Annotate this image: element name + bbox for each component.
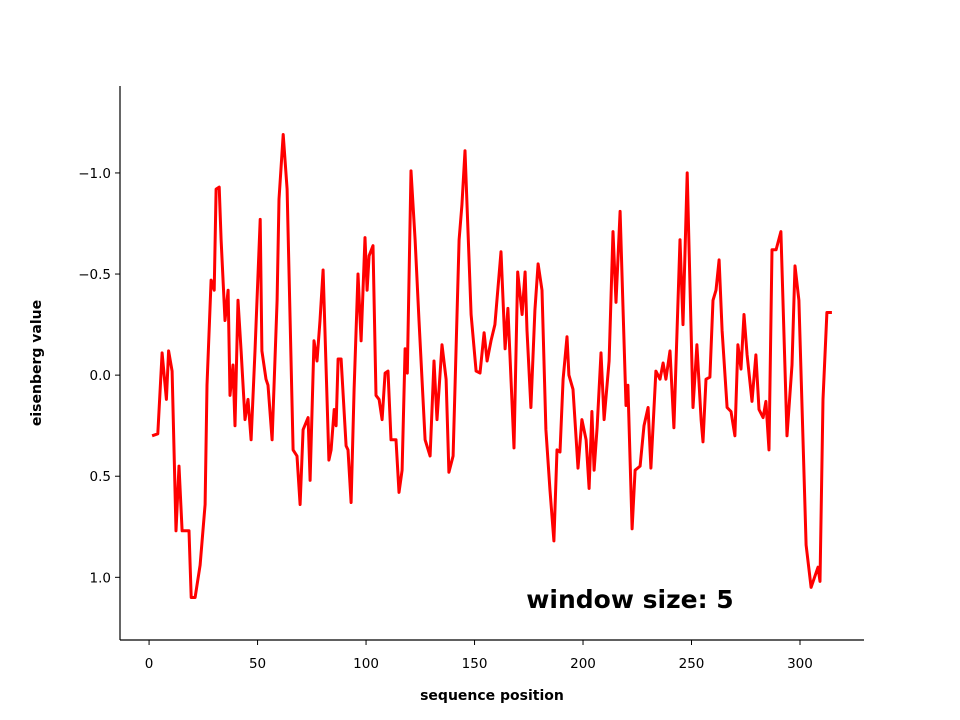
x-tick-label: 150 bbox=[462, 656, 488, 672]
x-axis-label: sequence position bbox=[420, 688, 564, 704]
line bbox=[151, 133, 832, 599]
x-tick-label: 300 bbox=[787, 656, 813, 672]
y-tick-label: 0.0 bbox=[90, 368, 111, 384]
y-tick-label: 1.0 bbox=[90, 570, 111, 586]
x-tick-label: 50 bbox=[249, 656, 266, 672]
y-tick-label: 0.5 bbox=[90, 469, 111, 485]
x-tick-label: 0 bbox=[145, 656, 154, 672]
x-tick-label: 100 bbox=[353, 656, 379, 672]
annotation: window size: 5 bbox=[526, 585, 733, 614]
y-tick-label: −1.0 bbox=[78, 166, 111, 182]
x-tick-label: 250 bbox=[679, 656, 705, 672]
x-tick-label: 200 bbox=[570, 656, 596, 672]
y-axis-label: eisenberg value bbox=[29, 300, 45, 426]
y-tick-label: −0.5 bbox=[78, 267, 111, 283]
